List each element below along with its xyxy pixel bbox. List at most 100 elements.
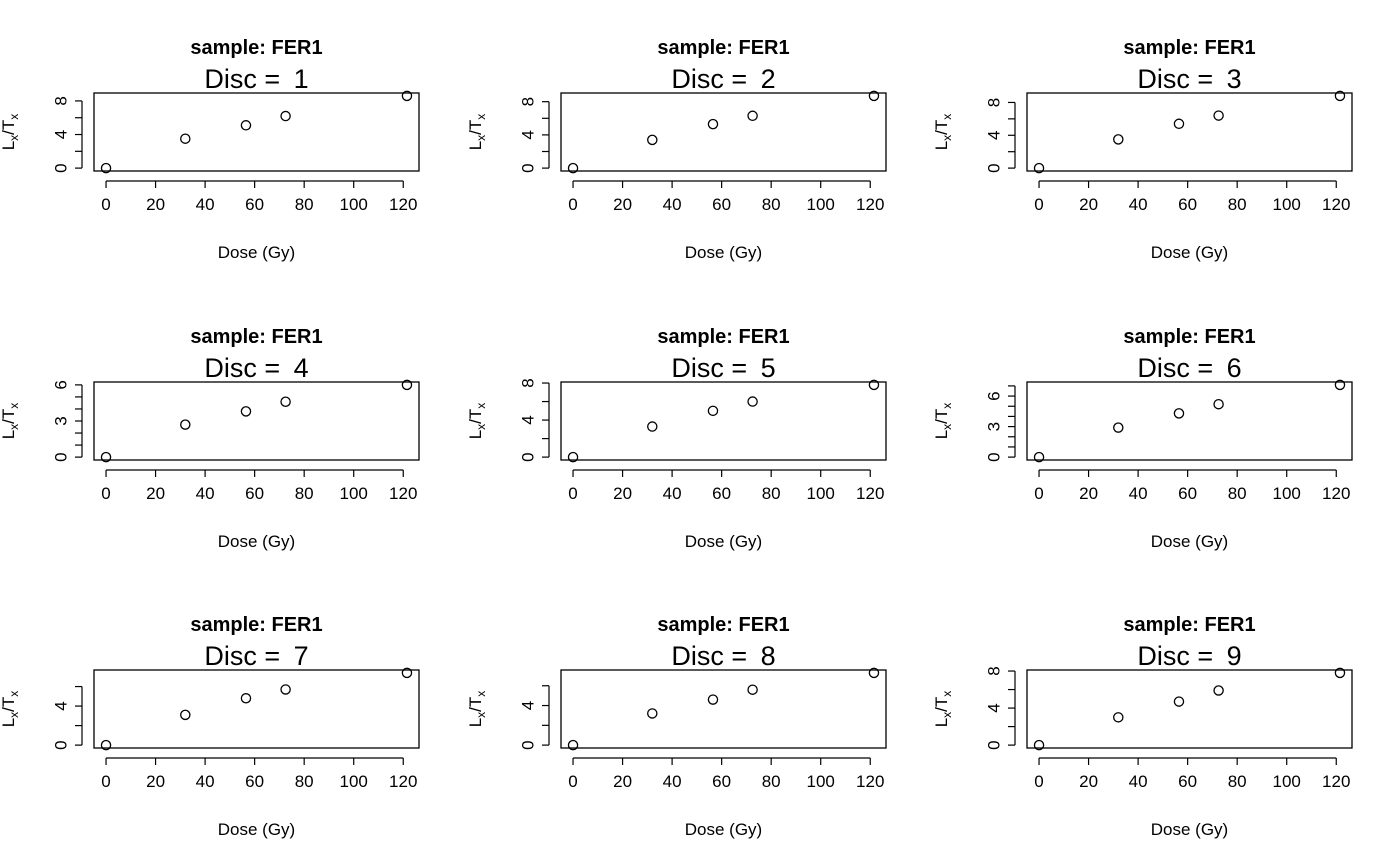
- data-point: [1033, 739, 1045, 751]
- subtitle-prefix: Disc =: [204, 641, 287, 671]
- y-tick-label: 8: [984, 98, 1003, 107]
- y-axis-label: Lx/Tx: [466, 114, 488, 151]
- ylabel-L: L: [0, 430, 18, 439]
- x-tick-label: 120: [1322, 484, 1350, 503]
- data-point: [100, 162, 112, 174]
- x-axis-label: Dose (Gy): [685, 243, 762, 262]
- plot-frame: [1026, 92, 1353, 172]
- x-tick-label: 120: [1322, 195, 1350, 214]
- ylabel-T: /T: [466, 409, 485, 424]
- ylabel-L: L: [932, 141, 951, 150]
- x-axis-label: Dose (Gy): [1151, 532, 1228, 551]
- chart-subtitle: Disc = 7: [204, 641, 308, 671]
- x-tick-label: 20: [613, 195, 632, 214]
- y-axis-label: Lx/Tx: [466, 403, 488, 440]
- data-point: [100, 739, 112, 751]
- y-axis-label: Lx/Tx: [466, 691, 488, 728]
- data-point: [1173, 408, 1185, 419]
- y-tick-label: 3: [984, 422, 1003, 431]
- subtitle-disc-number: 3: [1227, 64, 1242, 94]
- x-tick-label: 20: [1079, 772, 1098, 791]
- data-point: [747, 396, 758, 407]
- x-tick-label: 80: [1228, 195, 1247, 214]
- x-tick-label: 120: [856, 772, 884, 791]
- data-point: [1033, 451, 1045, 463]
- x-tick-label: 120: [389, 484, 417, 503]
- data-point: [868, 667, 880, 679]
- ylabel-sub: x: [940, 135, 954, 141]
- x-tick-label: 40: [663, 772, 682, 791]
- x-tick-label: 40: [1129, 772, 1148, 791]
- subtitle-disc-number: 8: [761, 641, 776, 671]
- x-tick-label: 40: [196, 772, 215, 791]
- data-point: [647, 708, 658, 719]
- ylabel-sub: x: [474, 691, 488, 697]
- chart-title: sample: FER1: [657, 37, 789, 59]
- ylabel-sub: x: [940, 712, 954, 718]
- data-point: [280, 684, 291, 695]
- ylabel-T: /T: [932, 409, 951, 424]
- data-point: [1334, 667, 1346, 679]
- data-point: [401, 379, 413, 391]
- x-tick-label: 0: [568, 195, 577, 214]
- y-tick-label: 0: [984, 452, 1003, 461]
- x-tick-label: 60: [245, 484, 264, 503]
- data-point: [1113, 712, 1124, 723]
- subtitle-prefix: Disc =: [671, 353, 754, 383]
- y-tick-label: 0: [51, 740, 70, 749]
- data-point: [868, 379, 880, 391]
- x-tick-label: 60: [245, 772, 264, 791]
- chart-subtitle: Disc = 6: [1137, 353, 1241, 383]
- data-point: [180, 709, 191, 721]
- x-tick-label: 60: [1178, 772, 1197, 791]
- data-point: [401, 90, 413, 102]
- x-tick-label: 0: [101, 772, 110, 791]
- x-tick-label: 60: [712, 484, 731, 503]
- data-point: [180, 133, 191, 144]
- ylabel-T: /T: [932, 697, 951, 712]
- x-tick-label: 120: [856, 195, 884, 214]
- ylabel-sub: x: [7, 691, 21, 697]
- chart-subtitle: Disc = 9: [1137, 641, 1241, 671]
- plot-frame: [560, 381, 887, 461]
- x-tick-label: 100: [1273, 772, 1301, 791]
- subtitle-disc-number: 9: [1227, 641, 1242, 671]
- x-tick-label: 40: [663, 195, 682, 214]
- data-point: [1213, 685, 1224, 696]
- x-tick-label: 80: [295, 772, 314, 791]
- subtitle-prefix: Disc =: [671, 64, 754, 94]
- chart-subtitle: Disc = 1: [204, 64, 308, 94]
- x-tick-label: 120: [389, 772, 417, 791]
- y-tick-label: 4: [518, 701, 537, 710]
- data-point: [707, 405, 719, 417]
- data-point: [647, 134, 658, 146]
- chart-subtitle: Disc = 2: [671, 64, 775, 94]
- ylabel-L: L: [466, 718, 485, 727]
- x-tick-label: 80: [295, 195, 314, 214]
- ylabel-sub: x: [7, 135, 21, 141]
- x-tick-label: 120: [389, 195, 417, 214]
- ylabel-sub: x: [7, 424, 21, 430]
- y-tick-label: 0: [518, 452, 537, 461]
- ylabel-T: /T: [466, 697, 485, 712]
- x-tick-label: 0: [1034, 772, 1043, 791]
- ylabel-L: L: [0, 718, 18, 727]
- x-tick-label: 40: [663, 484, 682, 503]
- data-point: [1173, 696, 1185, 707]
- ylabel-sub: x: [940, 403, 954, 409]
- data-point: [1033, 162, 1045, 174]
- ylabel-T: /T: [0, 120, 18, 135]
- x-tick-label: 0: [1034, 484, 1043, 503]
- x-tick-label: 20: [613, 484, 632, 503]
- x-axis-label: Dose (Gy): [218, 532, 295, 551]
- chart-title: sample: FER1: [1123, 37, 1255, 59]
- chart-subtitle: Disc = 4: [204, 353, 308, 383]
- data-point: [401, 667, 413, 679]
- data-point: [240, 120, 252, 131]
- x-tick-label: 120: [856, 484, 884, 503]
- x-axis-label: Dose (Gy): [685, 820, 762, 839]
- chart-title: sample: FER1: [1123, 326, 1255, 348]
